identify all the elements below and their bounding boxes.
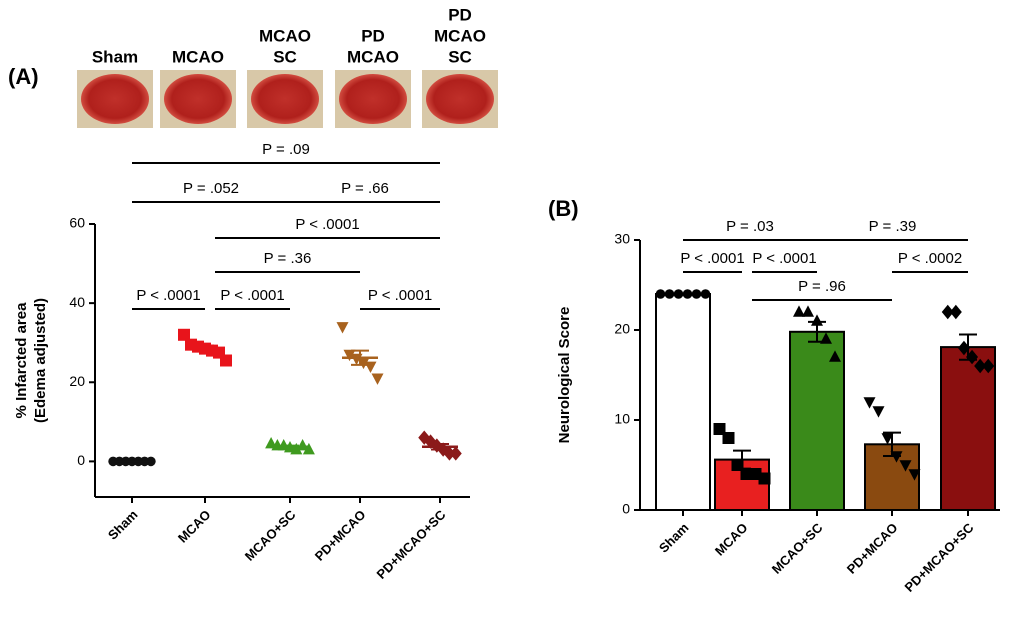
point	[336, 322, 349, 334]
brain-slice	[251, 74, 319, 124]
p-value: P < .0002	[898, 250, 962, 267]
image-label: SC	[273, 47, 297, 66]
brain-slice	[339, 74, 407, 124]
p-value: P < .0001	[680, 250, 744, 267]
point	[700, 289, 711, 299]
point	[802, 305, 814, 317]
p-value: P = .39	[869, 218, 917, 235]
p-value: P < .0001	[136, 287, 200, 304]
p-value: P < .0001	[220, 287, 284, 304]
point	[302, 442, 315, 455]
x-tick-label: PD+MCAO+SC	[902, 520, 977, 595]
point	[758, 472, 771, 485]
image-label: MCAO	[172, 47, 224, 66]
image-label: MCAO	[347, 47, 399, 66]
x-tick-label: PD+MCAO+SC	[374, 507, 449, 582]
y-tick-label: 20	[614, 321, 630, 337]
point	[863, 397, 876, 409]
p-value: P = .96	[798, 278, 846, 295]
point	[974, 358, 987, 374]
image-label: Sham	[92, 47, 138, 66]
x-tick-label: MCAO+SC	[242, 507, 299, 564]
point	[691, 289, 702, 299]
p-value: P = .36	[264, 250, 312, 267]
image-label: SC	[448, 47, 472, 66]
point	[449, 446, 462, 461]
image-label: PD	[448, 5, 472, 24]
point	[178, 328, 190, 341]
p-value: P < .0001	[752, 250, 816, 267]
y-tick-label: 10	[614, 411, 630, 427]
point	[941, 304, 954, 320]
p-value: P = .03	[726, 218, 774, 235]
panel-label: (B)	[548, 196, 579, 221]
point	[793, 305, 805, 317]
p-value: P < .0001	[295, 216, 359, 233]
bar	[655, 293, 711, 511]
x-tick-label: Sham	[656, 520, 692, 556]
point	[146, 456, 156, 467]
image-label: MCAO	[434, 26, 486, 45]
y-tick-label: 60	[69, 215, 85, 231]
x-tick-label: MCAO+SC	[769, 520, 826, 577]
point	[829, 350, 841, 362]
point	[949, 304, 962, 320]
y-tick-label: 0	[622, 501, 630, 517]
p-value: P = .09	[262, 141, 310, 158]
point	[982, 358, 995, 374]
point	[371, 373, 384, 385]
p-value: P = .66	[341, 180, 389, 197]
point	[722, 432, 735, 444]
point	[811, 314, 823, 326]
x-tick-label: Sham	[105, 507, 141, 543]
p-value: P = .052	[183, 180, 239, 197]
point	[220, 354, 232, 367]
brain-slice	[426, 74, 494, 124]
y-axis-label: Neurological Score	[556, 307, 573, 444]
brain-slice	[164, 74, 232, 124]
point	[343, 349, 356, 362]
y-axis-label: % Infarcted area	[13, 302, 30, 419]
p-value: P < .0001	[368, 287, 432, 304]
image-label: PD	[361, 26, 385, 45]
point	[881, 433, 894, 445]
point	[655, 289, 666, 299]
brain-slice	[81, 74, 149, 124]
bar	[940, 346, 996, 511]
point	[364, 361, 377, 374]
y-tick-label: 30	[614, 231, 630, 247]
x-tick-label: MCAO	[712, 520, 751, 559]
y-axis-label: (Edema adjusted)	[32, 298, 49, 423]
x-tick-label: PD+MCAO	[312, 507, 369, 564]
brain-images	[77, 70, 498, 128]
panel-label: (A)	[8, 64, 39, 89]
point	[957, 340, 970, 356]
point	[899, 460, 912, 472]
image-label: MCAO	[259, 26, 311, 45]
y-tick-label: 40	[69, 294, 85, 310]
x-tick-label: PD+MCAO	[844, 520, 901, 577]
x-tick-label: MCAO	[175, 507, 214, 546]
point	[664, 289, 675, 299]
y-tick-label: 20	[69, 373, 85, 389]
point	[872, 406, 885, 418]
y-tick-label: 0	[77, 452, 85, 468]
point	[908, 469, 921, 481]
